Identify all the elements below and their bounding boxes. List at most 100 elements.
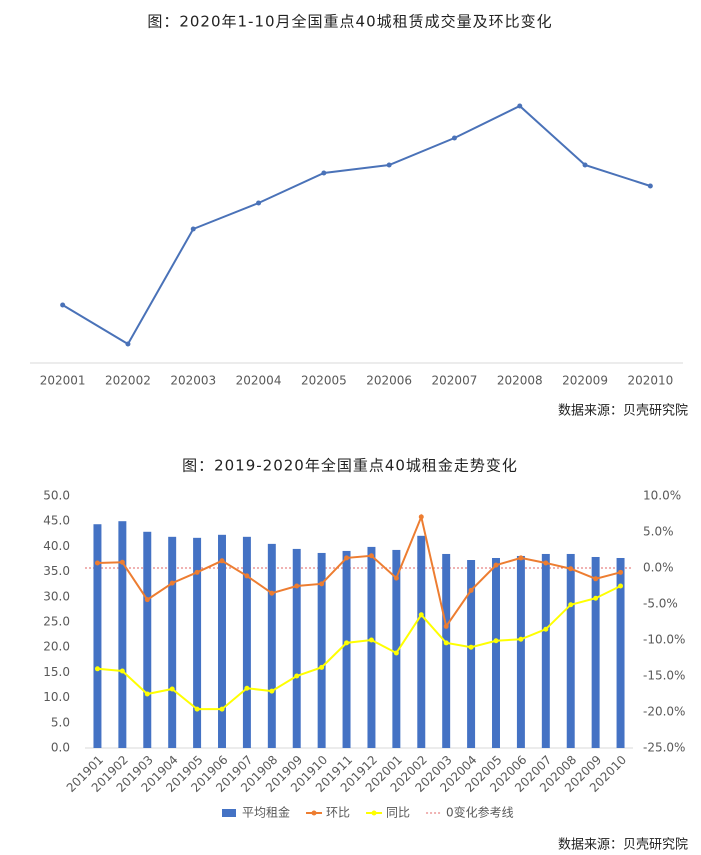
point: [468, 587, 474, 593]
bar: [467, 560, 476, 748]
point: [256, 200, 262, 206]
point: [647, 183, 653, 189]
bar: [317, 552, 326, 748]
y-tick-label: 5.0: [51, 715, 70, 729]
point: [593, 576, 599, 582]
y2-tick-label: -10.0%: [643, 633, 685, 647]
point: [294, 673, 300, 679]
legend-swatch: [311, 810, 317, 816]
legend-label: 环比: [326, 806, 350, 820]
legend-label: 0变化参考线: [446, 805, 514, 820]
source: 数据来源：贝壳研究院: [558, 838, 688, 853]
bar: [392, 549, 401, 748]
bar: [292, 548, 301, 748]
x-tick-label: 202003: [170, 374, 216, 388]
point: [368, 553, 374, 559]
bar: [417, 535, 426, 748]
point: [493, 562, 499, 568]
point: [543, 560, 549, 566]
point: [593, 595, 599, 601]
point: [319, 664, 325, 670]
point: [568, 602, 574, 608]
point: [344, 640, 350, 646]
point: [418, 612, 424, 618]
point: [144, 597, 150, 603]
point: [194, 706, 200, 712]
point: [219, 706, 225, 712]
bar: [193, 537, 202, 748]
point: [517, 103, 523, 109]
y-tick-label: 15.0: [43, 665, 70, 679]
x-tick-label: 202009: [562, 374, 608, 388]
bar: [267, 543, 276, 748]
point: [443, 640, 449, 646]
y2-tick-label: -15.0%: [643, 669, 685, 683]
point: [244, 573, 250, 579]
legend-swatch: [371, 810, 377, 816]
point: [386, 162, 392, 168]
y2-tick-label: -20.0%: [643, 705, 685, 719]
bar: [93, 524, 102, 748]
line-series: [97, 585, 621, 711]
legend-label: 同比: [386, 806, 410, 820]
y2-tick-label: 5.0%: [643, 525, 674, 539]
point: [344, 555, 350, 561]
point: [582, 162, 588, 168]
y-tick-label: 0.0: [51, 741, 70, 755]
point: [321, 170, 327, 176]
bar: [143, 531, 152, 748]
bar: [442, 553, 451, 748]
point: [125, 341, 131, 347]
point: [518, 636, 524, 642]
point: [393, 575, 399, 581]
x-tick-label: 202007: [432, 374, 478, 388]
chart-title: 图：2019-2020年全国重点40城租金走势变化: [182, 457, 518, 475]
y-tick-label: 20.0: [43, 640, 70, 654]
bar: [492, 557, 500, 748]
bar: [541, 553, 550, 748]
point: [618, 583, 624, 589]
point: [319, 581, 325, 587]
bar: [118, 521, 127, 748]
point: [368, 637, 374, 643]
y-tick-label: 10.0: [43, 690, 70, 704]
point: [119, 668, 125, 674]
bar: [242, 536, 251, 748]
line-series: [97, 513, 621, 629]
x-tick-label: 202006: [366, 374, 412, 388]
point: [294, 583, 300, 589]
point: [119, 559, 125, 565]
bar: [591, 556, 600, 748]
point: [219, 558, 225, 564]
y-tick-label: 25.0: [43, 615, 70, 629]
y2-tick-label: -5.0%: [643, 597, 678, 611]
point: [94, 666, 100, 672]
line-series: [62, 104, 651, 346]
point: [568, 566, 574, 572]
legend-label: 平均租金: [242, 805, 290, 820]
y-tick-label: 35.0: [43, 564, 70, 578]
point: [393, 650, 399, 656]
y-tick-label: 50.0: [43, 489, 70, 503]
x-tick-label: 202002: [105, 374, 151, 388]
legend-swatch: [222, 809, 236, 817]
y-tick-label: 30.0: [43, 589, 70, 603]
source: 数据来源：贝壳研究院: [558, 404, 688, 419]
bar: [168, 536, 177, 748]
x-tick-label: 202001: [40, 374, 86, 388]
point: [618, 569, 624, 575]
bar: [342, 550, 351, 748]
bar: [566, 553, 575, 748]
point: [518, 555, 524, 561]
x-tick-label: 202004: [236, 374, 282, 388]
point: [244, 685, 250, 691]
chart-title: 图：2020年1-10月全国重点40城租赁成交量及环比变化: [147, 13, 552, 31]
point: [190, 226, 196, 232]
point: [60, 302, 66, 308]
point: [94, 560, 100, 566]
point: [169, 686, 175, 692]
bar: [367, 546, 376, 748]
point: [468, 644, 474, 650]
x-tick-label: 202008: [497, 374, 543, 388]
point: [543, 626, 549, 632]
